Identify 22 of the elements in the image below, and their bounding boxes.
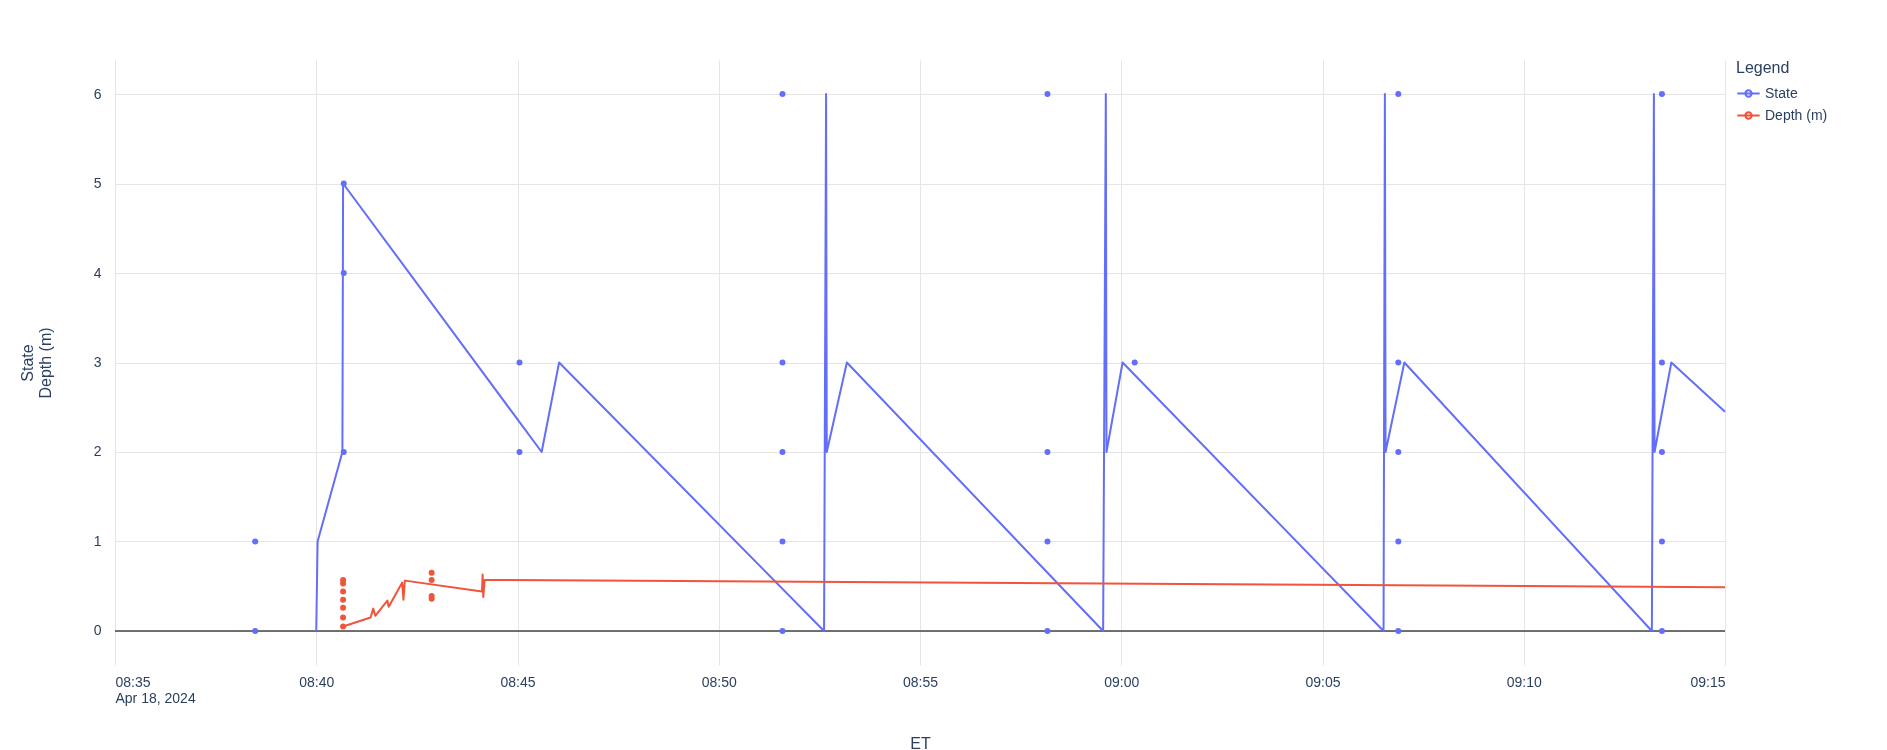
x-tick-label: 08:50 xyxy=(701,673,737,690)
y-tick-label: 5 xyxy=(93,175,102,192)
y-tick-label: 6 xyxy=(93,85,102,102)
legend-title: Legend xyxy=(1736,59,1790,76)
legend-label: Depth (m) xyxy=(1765,106,1828,123)
x-tick-label: 09:10 xyxy=(1506,673,1542,690)
x-tick-label: 09:05 xyxy=(1305,673,1341,690)
y-tick-label: 0 xyxy=(93,622,102,639)
x-tick-label: 08:45 xyxy=(500,673,536,690)
y-tick-label: 2 xyxy=(93,443,102,460)
y-tick-label: 1 xyxy=(93,532,102,549)
x-tick-label: 08:35 Apr 18, 2024 xyxy=(115,673,196,706)
y-tick-label: 4 xyxy=(93,264,102,281)
line-series xyxy=(315,93,1726,632)
x-tick-label: 08:40 xyxy=(299,673,335,690)
x-tick-label: 08:55 xyxy=(902,673,939,690)
x-axis-title: ET xyxy=(910,734,931,750)
y-tick-label: 3 xyxy=(93,354,102,370)
y-axis-title: State Depth (m) xyxy=(18,327,54,399)
legend-label: State xyxy=(1765,84,1798,101)
x-tick-label: 09:00 xyxy=(1104,673,1140,690)
x-tick-label: 09:15 xyxy=(1690,673,1726,690)
